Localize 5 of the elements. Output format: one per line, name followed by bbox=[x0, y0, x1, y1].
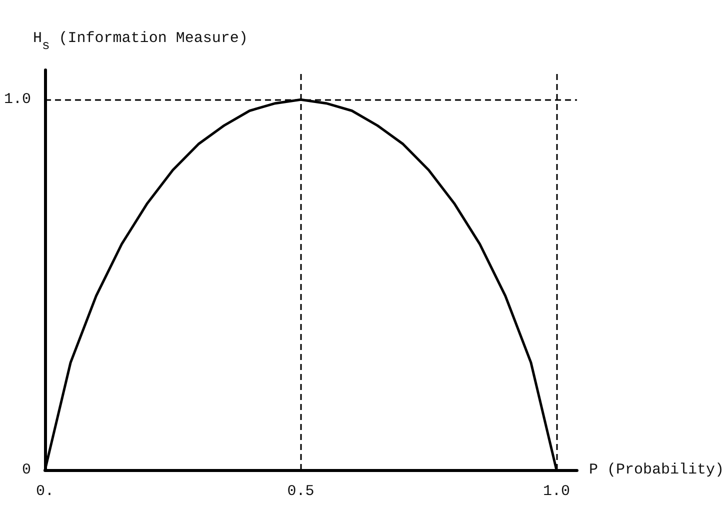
x-tick-label: 1.0 bbox=[543, 483, 570, 500]
x-tick-label: 0. bbox=[36, 483, 54, 500]
x-axis-title: P (Probability) bbox=[588, 462, 724, 478]
y-tick-label: 0 bbox=[22, 462, 31, 478]
x-tick-label: 0.5 bbox=[287, 483, 314, 500]
